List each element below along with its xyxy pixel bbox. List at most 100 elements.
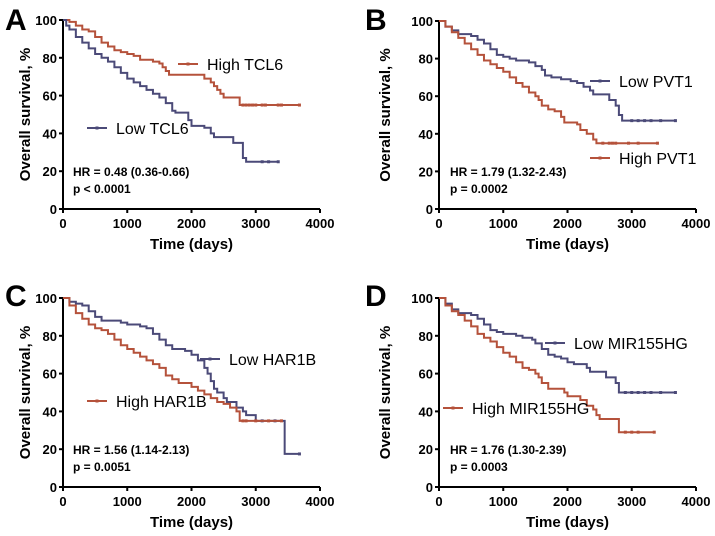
y-tick-label: 0 [50, 202, 57, 217]
x-tick-label: 1000 [489, 494, 518, 509]
censor-mark [655, 141, 659, 145]
censor-mark [263, 103, 267, 107]
censor-mark [673, 391, 677, 394]
censor-mark [267, 419, 271, 423]
legend-marker [553, 341, 557, 345]
y-axis-label: Overall survival, % [17, 326, 34, 459]
x-tick-label: 3000 [617, 216, 646, 231]
legend-label-low: Low HAR1B [229, 352, 316, 369]
censor-mark [630, 391, 634, 394]
legend-label-high: High MIR155HG [472, 401, 589, 418]
survival-curve-low [63, 297, 300, 455]
y-tick-label: 40 [419, 127, 433, 142]
censor-mark [614, 141, 618, 145]
censor-mark [636, 119, 640, 123]
censor-mark [279, 419, 283, 423]
x-tick-label: 4000 [682, 216, 711, 231]
x-tick-label: 3000 [617, 494, 646, 509]
y-tick-label: 100 [411, 291, 433, 306]
p-value: p = 0.0003 [450, 460, 508, 474]
legend-marker [208, 357, 212, 361]
x-tick-label: 0 [435, 494, 442, 509]
censor-mark [254, 419, 258, 423]
censor-mark [627, 141, 631, 145]
x-tick-label: 4000 [306, 494, 335, 509]
hazard-ratio: HR = 1.76 (1.30-2.39) [450, 443, 566, 457]
censor-mark [659, 119, 663, 123]
x-tick-label: 2000 [553, 494, 582, 509]
y-tick-label: 20 [43, 164, 57, 179]
y-tick-label: 80 [419, 329, 433, 344]
censor-mark [630, 430, 634, 434]
y-axis-label: Overall survival, % [377, 326, 394, 459]
hazard-ratio: HR = 1.79 (1.32-2.43) [450, 165, 566, 179]
y-tick-label: 0 [426, 480, 433, 495]
censor-mark [267, 160, 271, 164]
x-tick-label: 0 [59, 494, 66, 509]
x-tick-label: 0 [435, 216, 442, 231]
censor-mark [241, 103, 245, 107]
panel-label: B [365, 4, 387, 37]
x-tick-label: 1000 [113, 216, 142, 231]
censor-mark [673, 119, 677, 123]
x-tick-label: 1000 [489, 216, 518, 231]
panel-label: A [5, 4, 27, 37]
censor-mark [636, 141, 640, 145]
legend-marker [598, 156, 602, 160]
censor-mark [251, 103, 255, 107]
x-tick-label: 0 [59, 216, 66, 231]
x-tick-label: 3000 [241, 494, 270, 509]
y-tick-label: 100 [35, 291, 57, 306]
survival-curve-low [63, 19, 279, 163]
censor-mark [652, 430, 656, 434]
y-tick-label: 80 [43, 329, 57, 344]
x-tick-label: 1000 [113, 494, 142, 509]
panel-label: C [5, 280, 27, 313]
y-tick-label: 60 [43, 89, 57, 104]
survival-curve-high [63, 19, 300, 107]
x-tick-label: 2000 [177, 216, 206, 231]
survival-curve-high [439, 20, 658, 145]
censor-mark [260, 160, 264, 164]
y-tick-label: 80 [419, 52, 433, 67]
censor-mark [297, 452, 301, 456]
censor-mark [643, 119, 647, 123]
y-tick-label: 0 [50, 480, 57, 495]
y-tick-label: 80 [43, 51, 57, 66]
censor-mark [279, 103, 283, 107]
survival-curve-low [439, 20, 676, 122]
censor-mark [254, 103, 258, 107]
censor-mark [297, 103, 301, 107]
y-tick-label: 20 [419, 164, 433, 179]
legend-label-low: Low PVT1 [619, 74, 693, 91]
x-tick-label: 2000 [177, 494, 206, 509]
censor-mark [636, 391, 640, 394]
y-tick-label: 40 [419, 404, 433, 419]
censor-mark [607, 141, 611, 145]
legend-marker [186, 62, 190, 66]
x-tick-label: 4000 [682, 494, 711, 509]
censor-mark [276, 160, 280, 164]
legend-label-low: Low TCL6 [116, 121, 189, 138]
x-axis-label: Time (days) [150, 236, 233, 253]
survival-curve-high [63, 297, 282, 422]
censor-mark [244, 419, 248, 423]
y-tick-label: 20 [43, 442, 57, 457]
y-axis-label: Overall survival, % [377, 48, 394, 181]
legend-label-high: High TCL6 [207, 57, 283, 74]
censor-mark [649, 391, 653, 394]
y-tick-label: 40 [43, 404, 57, 419]
x-tick-label: 4000 [306, 216, 335, 231]
survival-curve-high [439, 297, 655, 434]
x-axis-label: Time (days) [150, 514, 233, 531]
p-value: p = 0.0051 [73, 460, 131, 474]
hazard-ratio: HR = 1.56 (1.14-2.13) [73, 443, 189, 457]
y-tick-label: 60 [419, 367, 433, 382]
y-tick-label: 0 [426, 202, 433, 217]
survival-curve-low [439, 297, 676, 394]
